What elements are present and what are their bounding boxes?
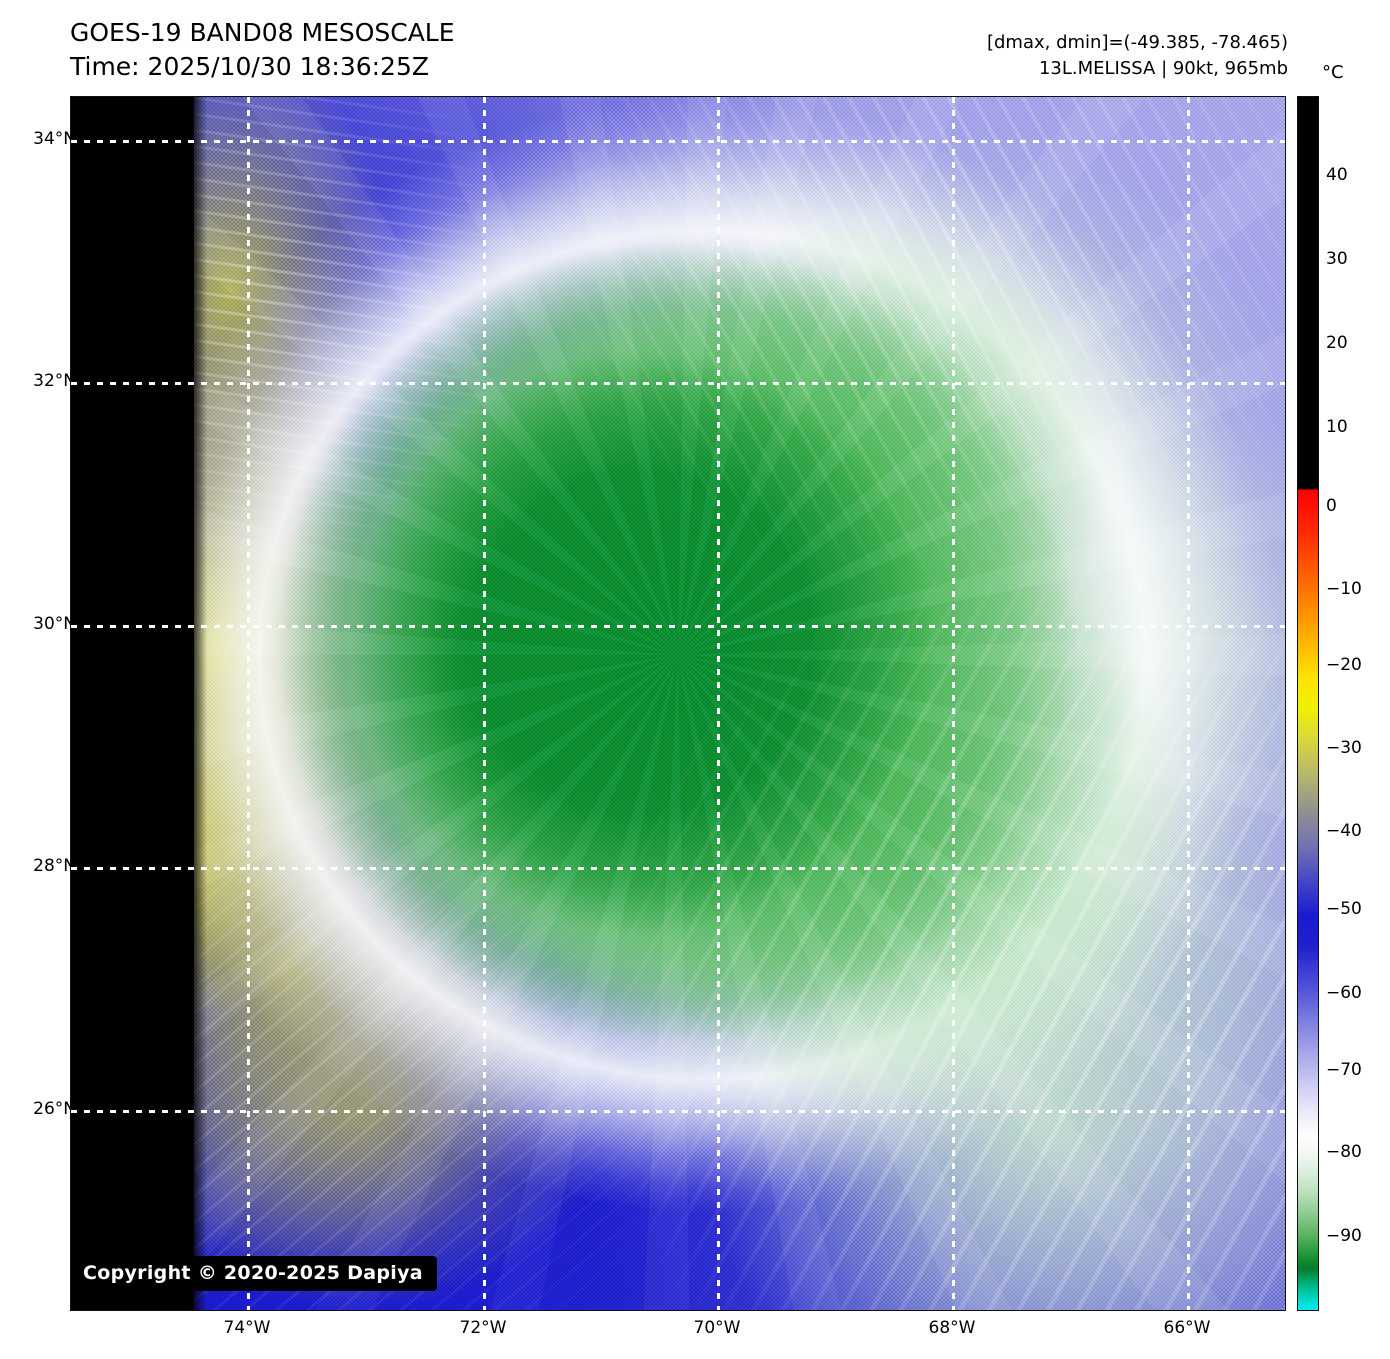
cbar-tick-m30: −30 <box>1326 738 1362 758</box>
lon-tick-74: 74°W <box>223 1318 271 1338</box>
satellite-image-panel[interactable]: Copyright © 2020-2025 Dapiya <box>70 96 1286 1311</box>
cbar-tick-40: 40 <box>1326 165 1348 185</box>
spiral-band-texture <box>71 97 1285 1310</box>
cbar-tick-10: 10 <box>1326 417 1348 437</box>
cbar-tick-0: 0 <box>1326 496 1337 516</box>
timestamp-label: Time: 2025/10/30 18:36:25Z <box>70 52 429 81</box>
cold-core <box>71 97 1285 1310</box>
cbar-tick-m20: −20 <box>1326 655 1362 675</box>
lon-tick-70: 70°W <box>693 1318 741 1338</box>
lat-tick-30: 30°N <box>33 614 76 634</box>
cbar-tick-m10: −10 <box>1326 579 1362 599</box>
cbar-tick-30: 30 <box>1326 249 1348 269</box>
nodata-region <box>71 97 194 1310</box>
temperature-colorbar[interactable] <box>1297 96 1319 1311</box>
lat-tick-28: 28°N <box>33 856 76 876</box>
cbar-tick-m70: −70 <box>1326 1060 1362 1080</box>
lat-tick-34: 34°N <box>33 129 76 149</box>
page-title: GOES-19 BAND08 MESOSCALE <box>70 18 455 47</box>
lon-tick-72: 72°W <box>459 1318 507 1338</box>
cbar-tick-m60: −60 <box>1326 983 1362 1003</box>
lon-tick-68: 68°W <box>928 1318 976 1338</box>
cbar-tick-m50: −50 <box>1326 899 1362 919</box>
lat-tick-32: 32°N <box>33 371 76 391</box>
northeast-cirrus-streaks <box>71 97 1285 1310</box>
pixel-noise <box>71 97 1285 1310</box>
colorbar-unit-label: °C <box>1322 62 1344 83</box>
cbar-tick-m90: −90 <box>1326 1226 1362 1246</box>
cbar-tick-m80: −80 <box>1326 1142 1362 1162</box>
title-block: GOES-19 BAND08 MESOSCALE Time: 2025/10/3… <box>70 16 455 84</box>
cbar-tick-m40: −40 <box>1326 821 1362 841</box>
west-gravity-waves <box>71 97 1285 1310</box>
storm-info-label: 13L.MELISSA | 90kt, 965mb <box>1038 58 1288 79</box>
data-range-label: [dmax, dmin]=(-49.385, -78.465) <box>986 32 1288 53</box>
copyright-watermark: Copyright © 2020-2025 Dapiya <box>71 1256 437 1291</box>
lat-tick-26: 26°N <box>33 1099 76 1119</box>
metadata-block: [dmax, dmin]=(-49.385, -78.465) 13L.MELI… <box>987 30 1288 82</box>
outer-feeder-bands <box>71 97 1285 1310</box>
cbar-tick-20: 20 <box>1326 333 1348 353</box>
lon-tick-66: 66°W <box>1163 1318 1211 1338</box>
southwest-wave-texture <box>71 97 1285 1310</box>
satellite-imagery <box>71 97 1285 1310</box>
